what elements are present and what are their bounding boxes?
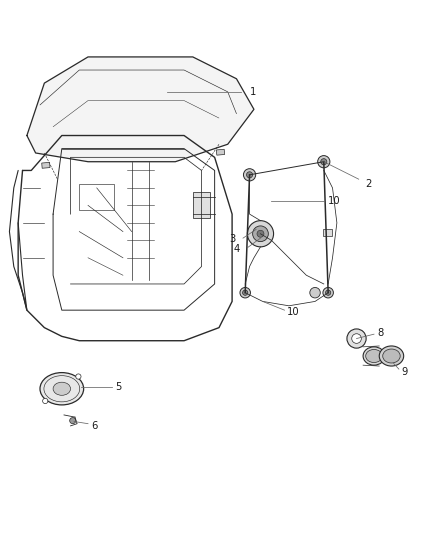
Circle shape [321, 159, 327, 165]
Ellipse shape [366, 350, 382, 362]
Bar [216, 149, 225, 155]
Circle shape [318, 156, 330, 168]
Bar [42, 163, 50, 168]
Circle shape [310, 287, 320, 298]
Text: 1: 1 [250, 87, 256, 97]
Ellipse shape [379, 346, 404, 366]
Polygon shape [27, 57, 254, 161]
Circle shape [243, 290, 248, 295]
Circle shape [240, 287, 251, 298]
Text: 5: 5 [115, 382, 121, 392]
Circle shape [244, 169, 256, 181]
Text: 8: 8 [377, 328, 383, 338]
Circle shape [323, 287, 333, 298]
Circle shape [70, 417, 76, 424]
Ellipse shape [53, 382, 71, 395]
Text: 10: 10 [287, 308, 300, 317]
Circle shape [247, 221, 274, 247]
Text: 4: 4 [234, 244, 240, 254]
Circle shape [253, 226, 268, 241]
Text: 6: 6 [92, 421, 98, 431]
Ellipse shape [40, 373, 84, 405]
Circle shape [42, 398, 48, 403]
Bar [193, 192, 210, 219]
Circle shape [352, 334, 361, 343]
Text: 3: 3 [230, 234, 236, 244]
Circle shape [247, 172, 253, 178]
Bar [323, 229, 332, 236]
Text: 10: 10 [328, 196, 341, 206]
Circle shape [257, 230, 264, 237]
Ellipse shape [363, 347, 385, 365]
Bar [79, 183, 114, 210]
Circle shape [325, 290, 331, 295]
Ellipse shape [383, 349, 400, 363]
Text: 9: 9 [402, 367, 408, 377]
Text: 2: 2 [365, 179, 371, 189]
Circle shape [76, 374, 81, 379]
Circle shape [347, 329, 366, 348]
